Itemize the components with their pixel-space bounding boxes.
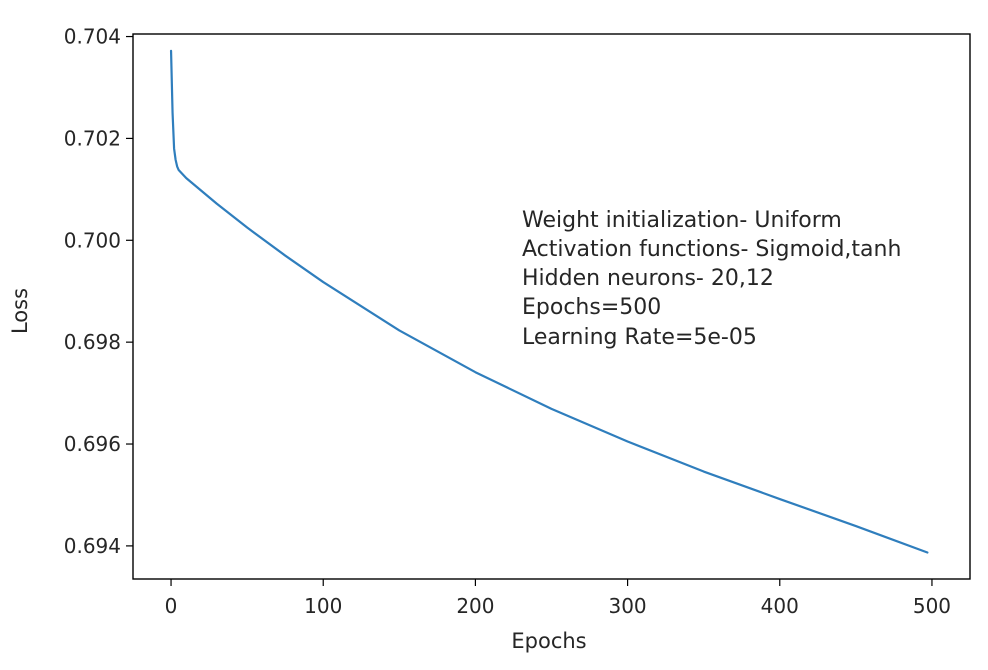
loss-line bbox=[169, 49, 929, 554]
annotation-line: Weight initialization- Uniform bbox=[522, 208, 842, 233]
x-tick-label: 400 bbox=[761, 594, 799, 618]
annotation-line: Learning Rate=5e-05 bbox=[522, 325, 757, 350]
ticks-layer: 0 100 200 300 400 500 0.694 0.696 0.698 0.700 0.70… bbox=[64, 25, 951, 618]
annotation-line: Hidden neurons- 20,12 bbox=[522, 266, 774, 291]
series-layer bbox=[169, 49, 929, 554]
x-tick-label: 100 bbox=[304, 594, 342, 618]
x-tick-label: 0 bbox=[165, 594, 178, 618]
y-tick-label: 0.702 bbox=[64, 126, 121, 150]
annotation-box: Weight initialization- Uniform Activatio… bbox=[522, 208, 901, 350]
y-tick-label: 0.700 bbox=[64, 228, 121, 252]
x-tick-label: 500 bbox=[913, 594, 951, 618]
x-tick-label: 200 bbox=[456, 594, 494, 618]
y-tick-label: 0.698 bbox=[64, 330, 121, 354]
y-tick-label: 0.704 bbox=[64, 25, 121, 49]
x-tick-label: 300 bbox=[608, 594, 646, 618]
annotation-line: Activation functions- Sigmoid,tanh bbox=[522, 237, 901, 262]
annotation-line: Epochs=500 bbox=[522, 295, 661, 320]
y-tick-label: 0.694 bbox=[64, 534, 121, 558]
y-axis-label: Loss bbox=[8, 288, 32, 334]
x-axis-label: Epochs bbox=[511, 629, 586, 653]
y-tick-label: 0.696 bbox=[64, 432, 121, 456]
plot-frame bbox=[132, 33, 971, 580]
